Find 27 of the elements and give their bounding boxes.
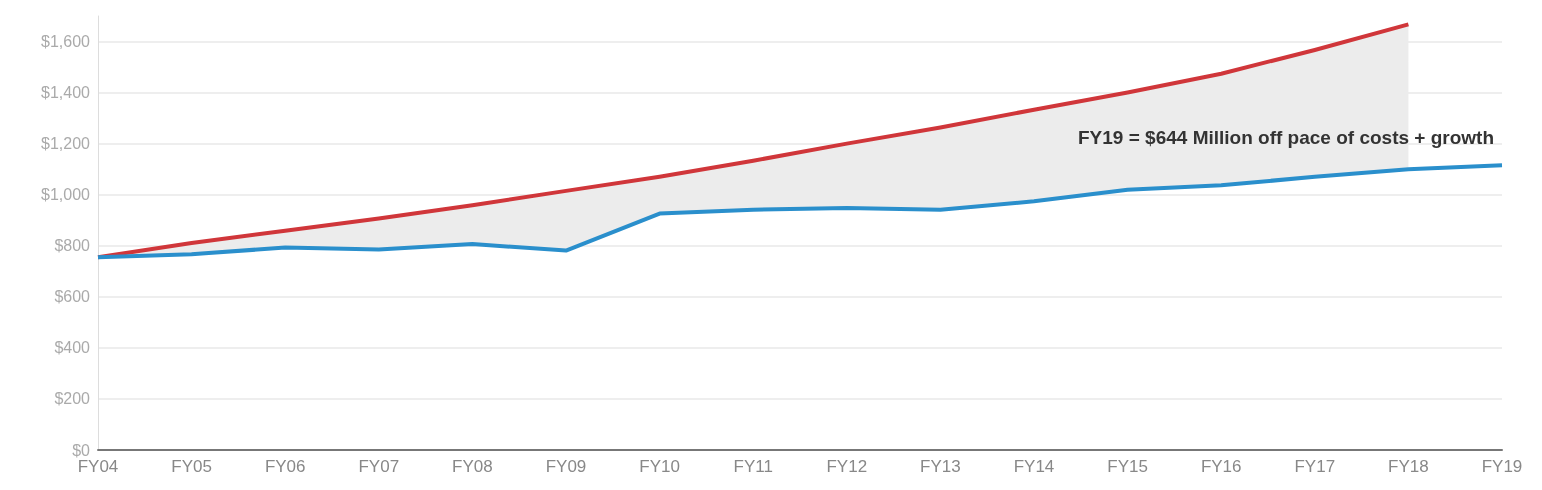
x-tick-label: FY18 xyxy=(1388,457,1429,476)
x-tick-label: FY10 xyxy=(639,457,680,476)
y-tick-label: $200 xyxy=(54,390,91,408)
y-tick-label: $1,000 xyxy=(41,186,91,204)
x-tick-label: FY07 xyxy=(358,457,400,476)
x-tick-label: FY19 xyxy=(1481,457,1523,476)
y-tick-label: $800 xyxy=(54,237,91,255)
x-tick-label: FY15 xyxy=(1107,457,1148,476)
x-tick-label: FY12 xyxy=(826,457,868,476)
y-tick-label: $1,600 xyxy=(41,33,91,51)
y-tick-label: $400 xyxy=(54,339,91,357)
annotation: FY19 = $644 Million off pace of costs + growth xyxy=(1078,127,1495,148)
line-series xyxy=(96,163,1504,260)
y-tick-label: $0 xyxy=(72,441,91,459)
x-tick-label: FY14 xyxy=(1013,457,1055,476)
y-tick-label: $600 xyxy=(54,288,91,306)
x-tick-label: FY16 xyxy=(1200,457,1242,476)
x-tick-label: FY05 xyxy=(171,457,212,476)
y-tick-label: $1,400 xyxy=(41,84,91,102)
x-tick-label: FY11 xyxy=(733,457,773,476)
y-tick-label: $1,200 xyxy=(41,135,91,153)
x-tick-label: FY09 xyxy=(545,457,587,476)
x-tick-label: FY17 xyxy=(1294,457,1336,476)
x-tick-label: FY08 xyxy=(452,457,493,476)
x-tick-label: FY13 xyxy=(920,457,961,476)
x-tick-label: FY06 xyxy=(264,457,306,476)
x-tick-label: FY04 xyxy=(77,457,119,476)
